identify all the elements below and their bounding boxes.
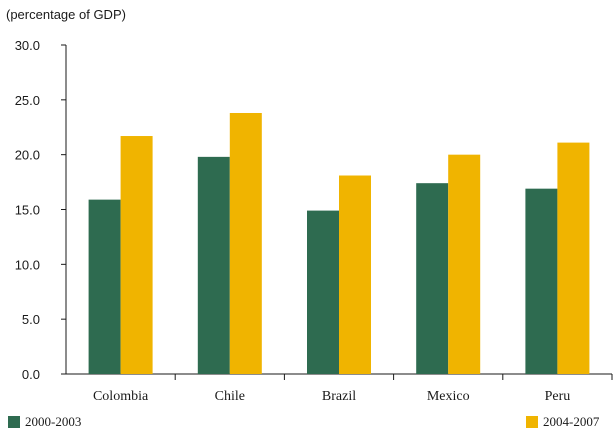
bar-brazil-2000-2003	[307, 210, 339, 374]
x-tick-label-peru: Peru	[545, 389, 571, 404]
y-tick-label: 5.0	[22, 312, 40, 327]
y-tick-label: 20.0	[15, 148, 40, 163]
bar-peru-2004-2007	[557, 142, 590, 374]
bar-peru-2000-2003	[525, 188, 558, 374]
x-tick-label-mexico: Mexico	[427, 389, 470, 404]
legend-label-2000-2003: 2000-2003	[25, 414, 82, 429]
y-tick-label: 25.0	[15, 93, 40, 108]
bar-mexico-2004-2007	[448, 154, 481, 374]
bar-brazil-2004-2007	[339, 175, 371, 374]
y-tick-label: 15.0	[15, 203, 40, 218]
bar-colombia-2004-2007	[120, 136, 153, 374]
bar-mexico-2000-2003	[416, 183, 449, 374]
y-axis-unit-label: (percentage of GDP)	[6, 7, 126, 22]
bar-chile-2000-2003	[197, 156, 230, 374]
legend-item-2004-2007: 2004-2007	[526, 414, 599, 430]
y-tick-label: 10.0	[15, 257, 40, 272]
y-tick-label: 30.0	[15, 38, 40, 53]
y-tick-label: 0.0	[22, 367, 40, 382]
x-tick-label-brazil: Brazil	[322, 389, 356, 404]
legend-swatch-2004-2007	[526, 416, 538, 428]
legend-swatch-2000-2003	[8, 416, 20, 428]
bar-colombia-2000-2003	[88, 199, 121, 374]
bar-chile-2004-2007	[229, 112, 262, 374]
chart-ticks: 0.0 5.0 10.0 15.0 20.0 25.0 30.0 Colombia Chile B…	[15, 38, 613, 404]
chart-bars	[88, 112, 590, 374]
legend-item-2000-2003: 2000-2003	[8, 414, 81, 430]
legend-label-2004-2007: 2004-2007	[543, 414, 600, 429]
x-tick-label-chile: Chile	[215, 389, 245, 404]
x-tick-label-colombia: Colombia	[93, 389, 149, 404]
